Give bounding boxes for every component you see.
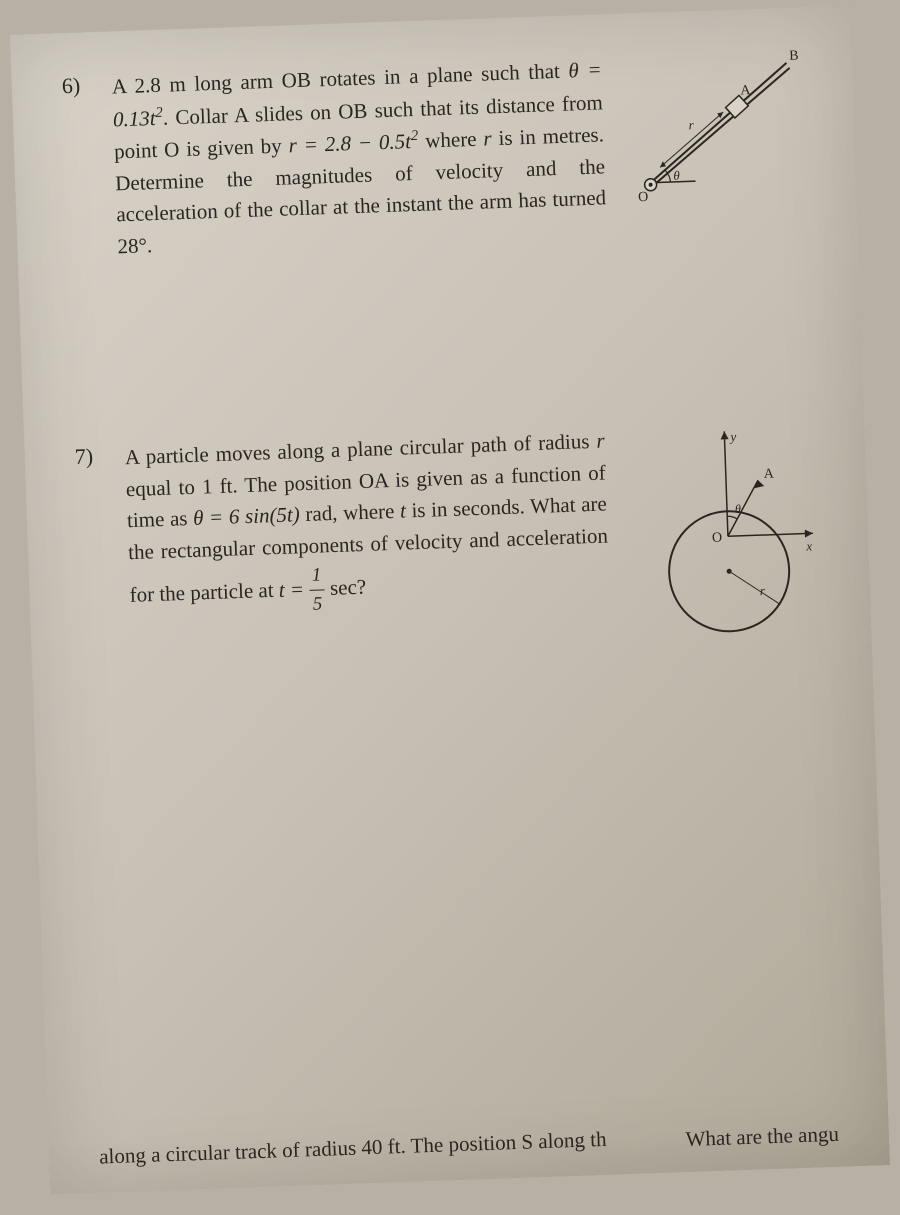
bottom-right-fragment: What are the angu [685, 1122, 839, 1152]
p7-eq-theta: θ = 6 sin(5t) [193, 502, 301, 530]
svg-text:A: A [764, 467, 776, 482]
svg-text:y: y [728, 429, 737, 444]
p7-text-e: sec? [324, 575, 366, 600]
svg-text:A: A [740, 83, 752, 98]
problem-7-text: A particle moves along a plane circular … [124, 426, 611, 663]
svg-text:x: x [805, 538, 813, 553]
svg-text:r: r [760, 583, 767, 598]
svg-text:B: B [789, 49, 799, 64]
problem-7-diagram: O A x y r θ [624, 418, 822, 644]
svg-text:r: r [688, 117, 695, 132]
p7-eq-t: t = 15 [278, 576, 325, 602]
problem-6-diagram: O A B r θ [621, 47, 808, 244]
svg-text:O: O [712, 530, 723, 545]
problem-6: 6) A 2.8 m long arm OB rotates in a plan… [61, 47, 807, 264]
problem-6-text: A 2.8 m long arm OB rotates in a plane s… [111, 54, 607, 262]
problem-7: 7) A particle moves along a plane circul… [74, 418, 821, 664]
p7-text-c: rad, where [299, 499, 400, 526]
p6-text-c: where [418, 127, 484, 153]
svg-text:O: O [638, 190, 649, 203]
textbook-page: 6) A 2.8 m long arm OB rotates in a plan… [10, 6, 890, 1195]
fraction: 15 [308, 561, 325, 619]
bottom-left-text: along a circular track of radius 40 ft. … [99, 1126, 607, 1168]
arm-diagram-icon: O A B r θ [631, 47, 806, 203]
circle-diagram-icon: O A x y r θ [634, 418, 822, 644]
p7-var-r: r [596, 429, 605, 453]
problem-6-number: 6) [61, 72, 98, 264]
svg-text:θ: θ [673, 168, 681, 183]
problem-7-number: 7) [74, 443, 112, 664]
p6-eq-r: r = 2.8 − 0.5t2 [288, 129, 419, 158]
svg-text:θ: θ [735, 502, 741, 516]
